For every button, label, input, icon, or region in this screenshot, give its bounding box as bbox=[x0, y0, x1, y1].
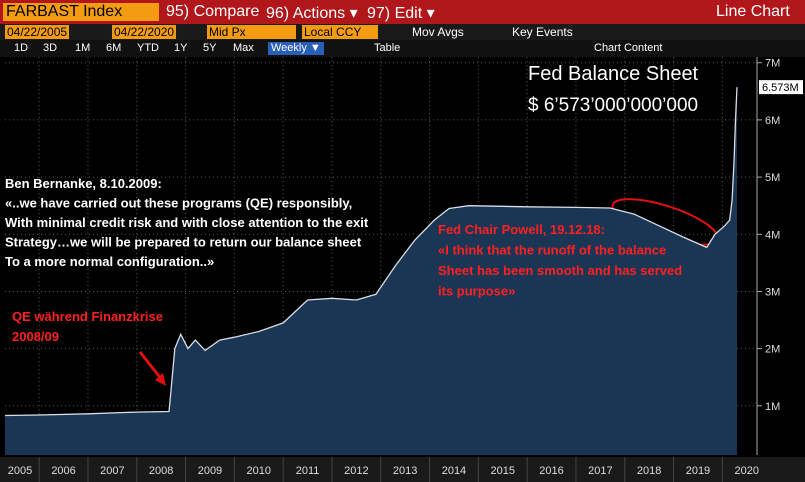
range-button[interactable]: 3D bbox=[43, 42, 58, 54]
chart-content-button[interactable]: Chart Content bbox=[594, 42, 663, 54]
actions-button[interactable]: 96) Actions ▾ bbox=[266, 5, 358, 22]
annotation: 2008/09 bbox=[12, 329, 59, 344]
range-button[interactable]: 1D bbox=[14, 42, 29, 54]
last-value-box bbox=[759, 80, 803, 95]
x-tick-label: 2008 bbox=[149, 465, 173, 477]
start-date[interactable]: 04/22/2005 bbox=[5, 25, 70, 39]
y-tick-label: 3M bbox=[765, 286, 780, 298]
annotation: With minimal credit risk and with close … bbox=[5, 215, 369, 230]
y-tick-label: 7M bbox=[765, 58, 780, 70]
currency-select[interactable]: Local CCY bbox=[302, 25, 378, 39]
settings-bar bbox=[0, 24, 805, 40]
x-tick-label: 2017 bbox=[588, 465, 612, 477]
x-tick-label: 2019 bbox=[686, 465, 710, 477]
x-tick-label: 2015 bbox=[491, 465, 515, 477]
compare-button[interactable]: 95) Compare bbox=[166, 3, 260, 20]
x-tick-label: 2009 bbox=[198, 465, 222, 477]
edit-button[interactable]: 97) Edit ▾ bbox=[367, 5, 435, 22]
last-value-label: 6.573M bbox=[762, 82, 799, 94]
range-bar bbox=[0, 40, 805, 57]
x-tick-label: 2006 bbox=[51, 465, 75, 477]
mov-avgs-checkbox[interactable]: Mov Avgs bbox=[412, 25, 464, 39]
chart-subtitle: $ 6’573’000’000’000 bbox=[528, 95, 698, 116]
annotation: «..we have carried out these programs (Q… bbox=[5, 196, 352, 211]
price-select[interactable]: Mid Px bbox=[207, 25, 296, 39]
x-tick-label: 2013 bbox=[393, 465, 417, 477]
range-button[interactable]: 1Y bbox=[174, 42, 188, 54]
frequency-select[interactable]: Weekly ▼ bbox=[268, 42, 324, 55]
x-tick-label: 2018 bbox=[637, 465, 661, 477]
y-tick-label: 6M bbox=[765, 115, 780, 127]
y-tick-label: 4M bbox=[765, 229, 780, 241]
range-button[interactable]: 1M bbox=[75, 42, 91, 54]
annotation: QE während Finanzkrise bbox=[12, 309, 163, 324]
arrow bbox=[138, 351, 164, 381]
annotation: Strategy…we will be prepared to return o… bbox=[5, 235, 362, 250]
annotation: Fed Chair Powell, 19.12.18: bbox=[438, 222, 605, 237]
x-tick-label: 2005 bbox=[8, 465, 32, 477]
end-date[interactable]: 04/22/2020 bbox=[112, 25, 177, 39]
annotation: «I think that the runoff of the balance bbox=[438, 243, 666, 258]
annotation: its purpose» bbox=[438, 284, 515, 299]
x-tick-label: 2014 bbox=[442, 465, 466, 477]
annotation: Sheet has been smooth and has served bbox=[438, 263, 682, 278]
x-tick-label: 2012 bbox=[344, 465, 368, 477]
annotation: Ben Bernanke, 8.10.2009: bbox=[5, 176, 162, 191]
table-button[interactable]: Table bbox=[374, 42, 401, 54]
range-button[interactable]: Max bbox=[233, 42, 254, 54]
x-tick-label: 2011 bbox=[296, 465, 320, 477]
area bbox=[5, 87, 737, 455]
view-label: Line Chart bbox=[716, 3, 790, 20]
x-tick-label: 2010 bbox=[247, 465, 271, 477]
range-button[interactable]: YTD bbox=[137, 42, 159, 54]
y-tick-label: 5M bbox=[765, 172, 780, 184]
range-button[interactable]: 6M bbox=[106, 42, 122, 54]
arrow-head bbox=[155, 373, 166, 386]
x-tick-label: 2007 bbox=[100, 465, 124, 477]
x-tick-label: 2016 bbox=[539, 465, 563, 477]
line bbox=[4, 87, 738, 417]
y-tick-label: 2M bbox=[765, 344, 780, 356]
y-tick-label: 1M bbox=[765, 401, 780, 413]
annotation: To a more normal configuration..» bbox=[5, 254, 214, 269]
ticker-field[interactable]: FARBAST Index bbox=[3, 3, 159, 21]
x-axis-band bbox=[0, 457, 805, 482]
x-tick-label: 2020 bbox=[735, 465, 759, 477]
chart-title: Fed Balance Sheet bbox=[528, 63, 699, 85]
range-button[interactable]: 5Y bbox=[203, 42, 217, 54]
key-events-checkbox[interactable]: Key Events bbox=[512, 25, 573, 39]
